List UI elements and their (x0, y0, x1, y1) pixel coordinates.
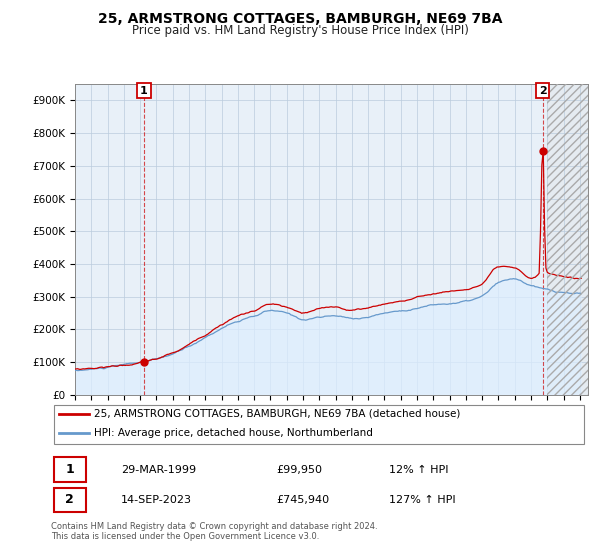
Text: Contains HM Land Registry data © Crown copyright and database right 2024.
This d: Contains HM Land Registry data © Crown c… (51, 522, 377, 542)
Text: £99,950: £99,950 (277, 465, 323, 475)
Text: 29-MAR-1999: 29-MAR-1999 (121, 465, 196, 475)
Text: 1: 1 (65, 463, 74, 476)
Text: 2: 2 (65, 493, 74, 506)
Text: 25, ARMSTRONG COTTAGES, BAMBURGH, NE69 7BA: 25, ARMSTRONG COTTAGES, BAMBURGH, NE69 7… (98, 12, 502, 26)
Text: 1: 1 (140, 86, 148, 96)
Bar (547, 84, 588, 395)
Bar (547, 84, 588, 395)
Text: HPI: Average price, detached house, Northumberland: HPI: Average price, detached house, Nort… (94, 428, 373, 438)
FancyBboxPatch shape (53, 488, 86, 512)
Text: 14-SEP-2023: 14-SEP-2023 (121, 495, 192, 505)
Text: 127% ↑ HPI: 127% ↑ HPI (389, 495, 456, 505)
Text: Price paid vs. HM Land Registry's House Price Index (HPI): Price paid vs. HM Land Registry's House … (131, 24, 469, 37)
Text: 2: 2 (539, 86, 547, 96)
Text: 12% ↑ HPI: 12% ↑ HPI (389, 465, 449, 475)
Text: 25, ARMSTRONG COTTAGES, BAMBURGH, NE69 7BA (detached house): 25, ARMSTRONG COTTAGES, BAMBURGH, NE69 7… (94, 409, 460, 419)
Bar (547, 84, 588, 395)
FancyBboxPatch shape (53, 458, 86, 482)
FancyBboxPatch shape (53, 405, 584, 444)
Text: £745,940: £745,940 (277, 495, 329, 505)
